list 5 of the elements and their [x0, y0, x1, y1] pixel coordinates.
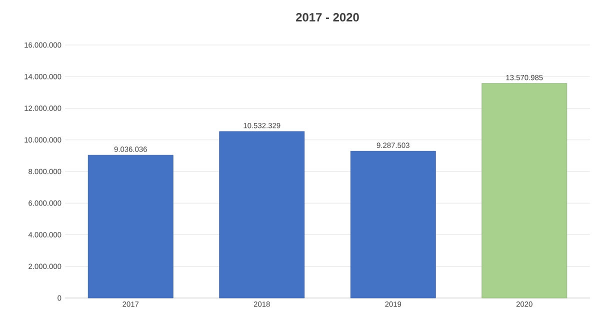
- chart-title: 2017 - 2020: [296, 13, 359, 22]
- bar: [350, 150, 436, 298]
- bar: [482, 83, 568, 298]
- bar: [219, 131, 305, 298]
- bar: [88, 154, 174, 298]
